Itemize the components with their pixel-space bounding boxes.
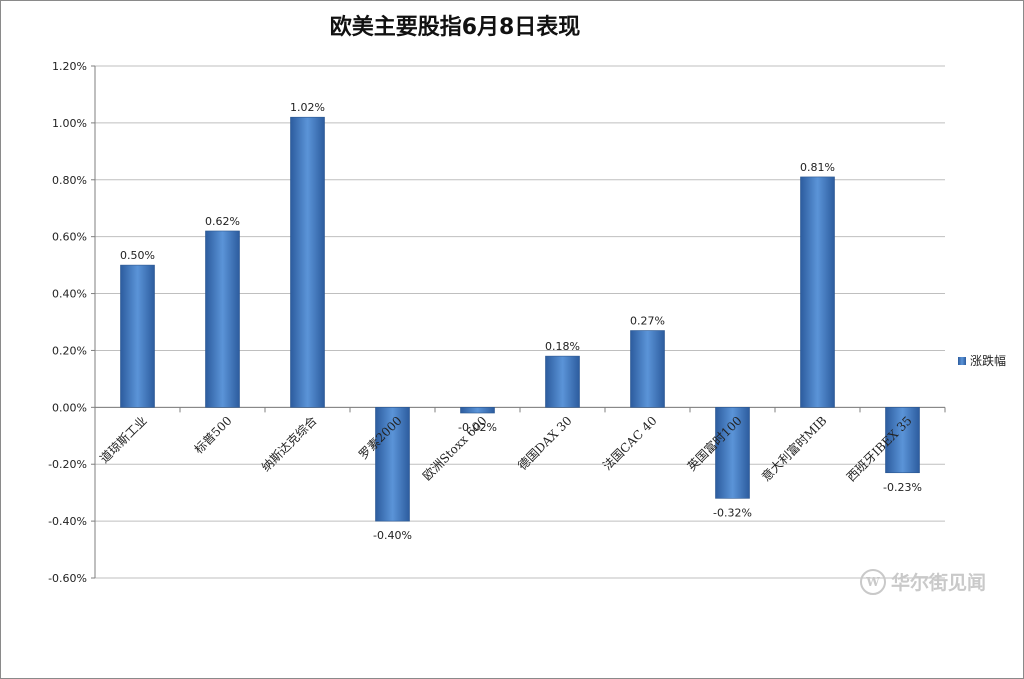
- legend-label: 涨跌幅: [970, 354, 1007, 368]
- bar: [630, 330, 665, 408]
- data-label: 0.18%: [545, 340, 580, 353]
- watermark-text: 华尔街见闻: [891, 572, 987, 594]
- data-label: 0.62%: [205, 215, 240, 228]
- x-category-label: 标普500: [192, 414, 235, 457]
- data-label: 0.27%: [630, 315, 665, 328]
- y-tick-label: 0.00%: [52, 401, 87, 414]
- bar: [885, 407, 920, 474]
- y-tick-label: 1.00%: [52, 117, 87, 130]
- data-label: -0.40%: [373, 529, 412, 542]
- bar: [545, 355, 580, 408]
- y-tick-label: 0.80%: [52, 174, 87, 187]
- x-category-label: 欧洲Stoxx 600: [420, 414, 490, 484]
- legend-swatch: [958, 356, 966, 365]
- bar: [715, 407, 750, 499]
- x-category-label: 意大利富时MIB: [758, 413, 829, 484]
- chart-legend: 涨跌幅: [958, 352, 1006, 369]
- data-label: -0.02%: [458, 421, 497, 434]
- y-tick-label: -0.40%: [48, 515, 87, 528]
- data-label: 0.50%: [120, 249, 155, 262]
- y-tick-label: 0.60%: [52, 231, 87, 244]
- bar: [375, 407, 410, 522]
- x-category-label: 道琼斯工业: [97, 413, 150, 466]
- y-tick-label: 0.40%: [52, 288, 87, 301]
- watermark-logo-icon: W: [860, 568, 886, 595]
- data-label: -0.32%: [713, 506, 752, 519]
- data-label: -0.23%: [883, 481, 922, 494]
- y-tick-label: 0.20%: [52, 344, 87, 357]
- data-label: 0.81%: [800, 161, 835, 174]
- bar: [460, 407, 495, 414]
- bar: [290, 116, 325, 408]
- watermark: W 华尔街见闻: [860, 568, 986, 595]
- y-tick-label: 1.20%: [52, 60, 87, 73]
- data-label: 1.02%: [290, 101, 325, 114]
- y-tick-label: -0.60%: [48, 572, 87, 585]
- x-category-label: 纳斯达克综合: [258, 413, 320, 475]
- bar: [800, 176, 835, 408]
- chart-title: 欧美主要股指6月8日表现: [329, 15, 581, 40]
- bar: [120, 264, 155, 408]
- bar: [205, 230, 240, 408]
- y-tick-label: -0.20%: [48, 458, 87, 471]
